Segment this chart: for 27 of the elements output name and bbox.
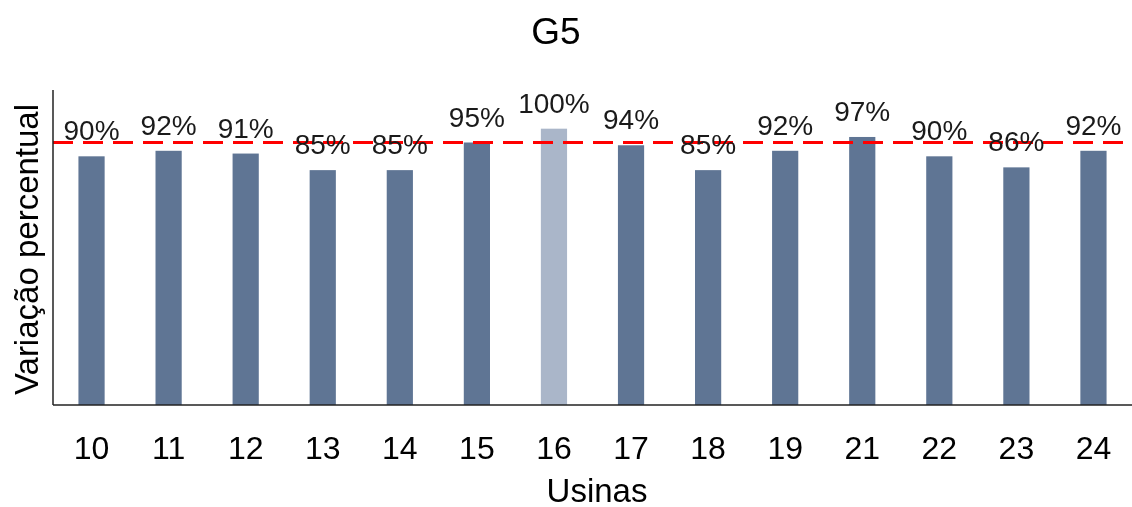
data-label: 94% xyxy=(603,104,660,136)
data-label: 91% xyxy=(217,112,274,144)
data-label: 100% xyxy=(518,87,590,119)
x-tick-label: 14 xyxy=(382,430,418,466)
data-label: 97% xyxy=(834,95,891,127)
x-tick-label: 17 xyxy=(613,430,649,466)
x-tick-label: 23 xyxy=(998,430,1035,466)
data-label: 95% xyxy=(448,101,505,133)
x-tick-label: 22 xyxy=(921,430,958,466)
x-tick-label: 16 xyxy=(536,430,572,466)
x-axis-title: Usinas xyxy=(546,472,648,507)
data-label: 92% xyxy=(140,109,197,141)
data-label: 90% xyxy=(911,115,968,147)
x-tick-label: 10 xyxy=(73,430,110,466)
x-tick-label: 11 xyxy=(152,430,186,466)
data-label: 92% xyxy=(757,109,814,141)
x-tick-label: 15 xyxy=(459,430,495,466)
x-tick-label: 21 xyxy=(844,430,881,466)
data-label: 90% xyxy=(63,115,120,147)
x-tick-label: 12 xyxy=(227,430,264,466)
x-tick-label: 18 xyxy=(690,430,726,466)
x-tick-label: 13 xyxy=(304,430,341,466)
x-tick-label: 24 xyxy=(1075,430,1112,466)
chart-title: G5 xyxy=(531,11,581,52)
x-tick-label: 19 xyxy=(767,430,803,466)
data-label: 92% xyxy=(1065,109,1122,141)
y-axis-title: Variação percentual xyxy=(8,103,45,396)
